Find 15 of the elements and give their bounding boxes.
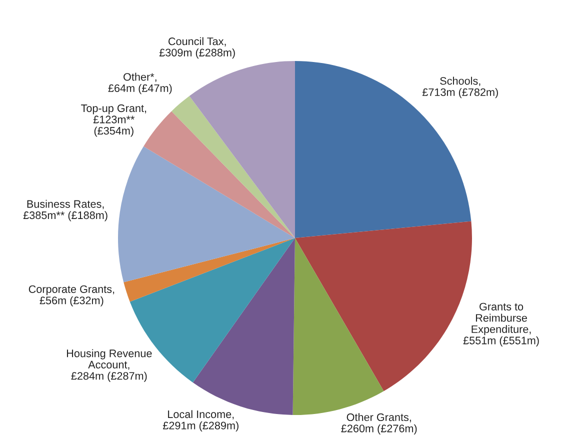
pie-slice: [172, 96, 295, 238]
slice-label: Top-up Grant, £123m** (£354m): [81, 104, 146, 137]
slice-label: Other*, £64m (£47m): [108, 72, 172, 94]
pie-slice: [292, 238, 384, 415]
slice-label: Housing Revenue Account, £284m (£287m): [67, 349, 152, 382]
slice-label: Schools, £713m (£782m): [422, 76, 498, 98]
pie-slice: [189, 61, 295, 238]
pie-slice: [124, 238, 295, 302]
slice-label: Other Grants, £260m (£276m): [341, 413, 417, 434]
slice-label: Corporate Grants, £56m (£32m): [28, 285, 114, 306]
slice-label: Council Tax, £309m (£288m): [159, 37, 235, 59]
slice-label: Grants to Reimburse Expenditure, £551m (£551m): [463, 302, 539, 346]
pie-slice: [118, 146, 295, 282]
slice-label: Business Rates, £385m** (£188m): [23, 200, 108, 222]
slice-label: Local Income, £291m (£289m): [162, 410, 238, 432]
